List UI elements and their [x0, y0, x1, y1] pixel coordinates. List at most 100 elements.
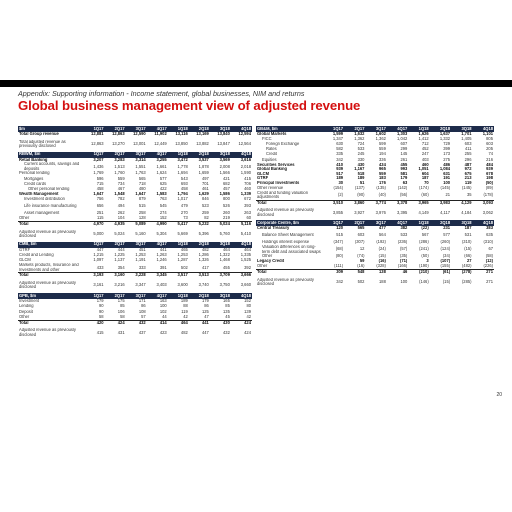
- cell-value: 599: [379, 141, 386, 147]
- row-label: Rates: [266, 146, 277, 152]
- cell-value: 1,586: [219, 191, 230, 196]
- cell-value: (145): [461, 185, 472, 190]
- cell-value: (57): [400, 246, 408, 252]
- cell-value: (50): [485, 180, 493, 185]
- cell-value: 458: [180, 186, 188, 192]
- quarter-header: 3Q17: [125, 126, 147, 132]
- cell-value: 12: [359, 246, 365, 252]
- cell-value: 545: [159, 203, 167, 209]
- cell-value: 607: [400, 141, 408, 147]
- cell-value: 86: [141, 304, 146, 309]
- cell-value: 3,600: [177, 282, 188, 288]
- cell-value: 1,412: [418, 136, 429, 141]
- quarter-header: 2Q18: [188, 292, 210, 299]
- left-table-0: $m 1Q17 2Q17 3Q17 4Q17 1Q18 2Q18 3Q18 4Q18 Total …: [18, 126, 252, 149]
- cell-value: 73: [183, 215, 188, 221]
- row-total: Total 309 548 138 46 (210) (61) (278) 271: [256, 269, 494, 275]
- cell-value: (24): [378, 246, 386, 252]
- cell-value: 693: [180, 181, 188, 186]
- cell-value: 415: [96, 329, 104, 335]
- cell-value: 712: [421, 141, 429, 147]
- cell-value: 5,760: [219, 231, 230, 237]
- row-gtrf: GTRF 189 189 183 179 187 191 213 198: [256, 176, 494, 181]
- cell-value: 392: [244, 264, 251, 270]
- page-number: 20: [496, 392, 502, 398]
- row-label: Total adjusted revenue as previously dis…: [19, 139, 66, 149]
- quarter-header: 4Q17: [146, 292, 168, 299]
- cell-value: 152: [244, 298, 251, 304]
- cell-value: 465: [180, 247, 188, 252]
- cell-value: 1,659: [198, 171, 209, 176]
- cell-value: (124): [440, 246, 451, 252]
- cell-value: 564: [379, 232, 386, 238]
- cell-value: 1,626: [418, 132, 429, 136]
- cell-value: 106: [117, 309, 125, 314]
- cell-value: 420: [83, 319, 105, 326]
- cell-value: 90: [99, 304, 104, 309]
- row-total-group-revenue: Total Group revenue 12,881 12,863 12,590 11,…: [18, 132, 252, 137]
- quarter-header: 2Q18: [429, 126, 452, 132]
- right-panel: GB&M, $m 1Q17 2Q17 3Q17 4Q17 1Q18 2Q18 3Q18 4Q18…: [256, 126, 494, 287]
- table-header-row: GPB, $m 1Q17 2Q17 3Q17 4Q17 1Q18 2Q18 3Q18 4Q18: [18, 292, 252, 299]
- cell-value: 3,513: [188, 272, 210, 278]
- row-label: FICC: [262, 136, 272, 141]
- cell-value: (210): [408, 269, 430, 275]
- cell-value: 518: [357, 171, 365, 176]
- cell-value: 1,769: [93, 171, 104, 176]
- cell-value: 3,207: [93, 157, 104, 162]
- cell-value: (146): [419, 278, 429, 284]
- cell-value: 447: [201, 329, 209, 335]
- cell-value: 701: [201, 181, 209, 186]
- row-label: Holdings interest expense: [262, 239, 310, 245]
- row-label: Life insurance manufacturing: [24, 203, 77, 209]
- cell-value: (155): [440, 263, 451, 269]
- cell-value: 480: [138, 186, 146, 192]
- cell-value: 604: [421, 171, 429, 176]
- cell-value: 5,024: [209, 221, 231, 227]
- cell-value: 12,863: [91, 140, 104, 146]
- cell-value: 559: [117, 176, 125, 181]
- quarter-header: 1Q18: [167, 241, 189, 248]
- quarter-header: 1Q17: [322, 126, 345, 132]
- quarter-header: 3Q17: [365, 220, 387, 227]
- cell-value: 1,794: [177, 191, 188, 196]
- cell-value: 1,253: [177, 252, 188, 258]
- slide-title: Global business management view of adjus…: [18, 98, 361, 113]
- cell-value: (56): [400, 192, 408, 198]
- cell-value: 424: [230, 319, 252, 326]
- quarter-header: 4Q18: [230, 292, 252, 299]
- row-label: Credit and funding valuation adjustments: [257, 190, 308, 200]
- cell-value: 939: [336, 167, 344, 172]
- cell-value: 88: [183, 304, 188, 309]
- cell-value: 484: [486, 162, 493, 167]
- cell-value: 3,860: [344, 199, 366, 206]
- cell-value: (2): [338, 192, 344, 198]
- cell-value: 1,167: [354, 167, 365, 172]
- cell-value: 800: [223, 196, 230, 201]
- cell-value: 763: [159, 196, 167, 201]
- quarter-header: 1Q18: [167, 151, 189, 158]
- cell-value: 715: [96, 181, 104, 186]
- cell-value: 431: [117, 329, 125, 335]
- cell-value: 1,339: [240, 191, 251, 196]
- cell-value: 1,763: [135, 171, 146, 176]
- quarter-header: 4Q17: [146, 151, 168, 158]
- quarter-header: 2Q17: [344, 220, 366, 227]
- quarter-header: 2Q18: [188, 241, 210, 248]
- cell-value: 464: [167, 319, 189, 326]
- cell-value: 42: [183, 314, 188, 319]
- cell-value: (58): [485, 254, 493, 259]
- cell-value: 3,193: [83, 272, 105, 278]
- quarter-header: 4Q17: [146, 126, 168, 132]
- cell-value: (310): [483, 239, 493, 245]
- cell-value: 100: [400, 278, 408, 284]
- cell-value: 625: [159, 181, 167, 186]
- cell-value: 1,590: [240, 171, 251, 176]
- cell-value: (40): [378, 192, 386, 198]
- quarter-header: 1Q17: [83, 292, 105, 299]
- cell-value: 567: [421, 232, 429, 238]
- cell-value: 805: [486, 136, 493, 141]
- cell-value: 3,569: [219, 157, 230, 162]
- cell-value: 1,097: [93, 258, 104, 263]
- cell-value: 3,255: [156, 157, 167, 162]
